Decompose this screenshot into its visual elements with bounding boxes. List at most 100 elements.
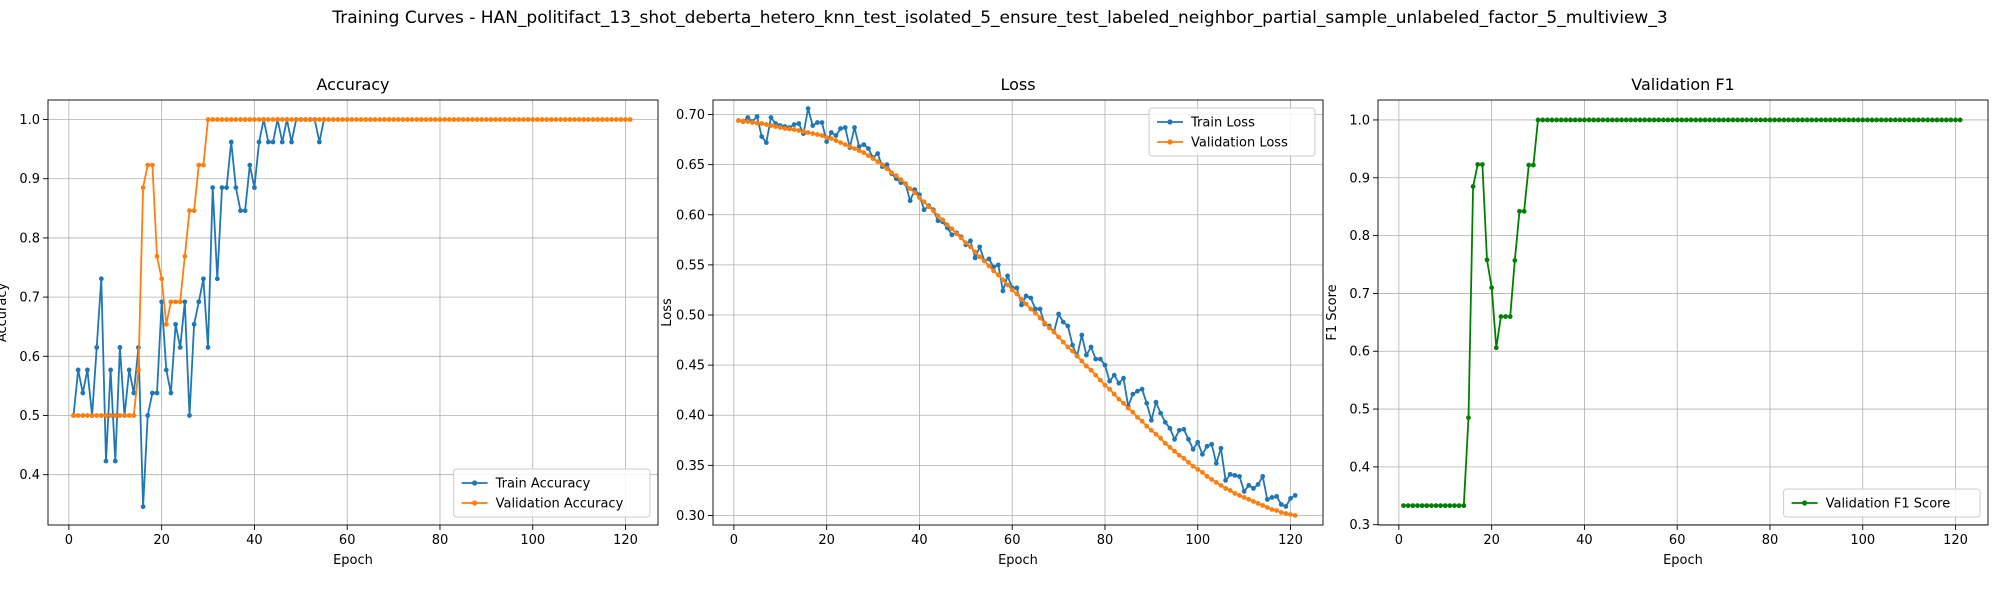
data-point — [428, 117, 434, 122]
data-point — [145, 413, 151, 418]
data-point — [1028, 295, 1034, 301]
data-point — [838, 126, 843, 131]
data-point — [1255, 501, 1261, 506]
data-point — [534, 117, 540, 122]
data-point — [516, 117, 522, 122]
x-tick-label: 80 — [1762, 533, 1779, 548]
data-point — [796, 121, 802, 126]
data-point — [1070, 342, 1075, 348]
data-point — [1535, 117, 1541, 123]
data-point — [173, 321, 178, 327]
data-point — [1135, 414, 1140, 420]
data-point — [1019, 296, 1024, 302]
data-point — [163, 321, 169, 327]
data-point — [196, 299, 202, 305]
data-point — [1595, 117, 1601, 123]
data-point — [247, 162, 253, 168]
data-point — [1642, 117, 1648, 123]
data-point — [562, 117, 568, 122]
data-point — [991, 264, 997, 270]
data-point — [754, 114, 760, 119]
data-point — [1762, 117, 1768, 123]
data-point — [391, 117, 396, 122]
data-point — [108, 413, 114, 418]
data-point — [805, 106, 811, 111]
data-point — [963, 240, 969, 246]
data-point — [437, 117, 443, 122]
data-point — [1679, 117, 1685, 123]
data-point — [1823, 117, 1829, 123]
data-point — [1503, 314, 1508, 319]
data-point — [377, 117, 383, 122]
data-point — [609, 117, 615, 122]
data-point — [745, 119, 751, 124]
data-point — [460, 117, 466, 122]
data-point — [1218, 483, 1224, 488]
data-point — [233, 185, 239, 191]
data-point — [1721, 117, 1726, 123]
data-point — [889, 170, 894, 176]
data-point — [1646, 117, 1652, 123]
data-point — [98, 413, 104, 418]
data-point — [1204, 443, 1210, 449]
y-tick-label: 0.5 — [19, 409, 40, 424]
x-axis-label: Epoch — [1663, 553, 1703, 568]
x-tick-label: 100 — [1185, 533, 1210, 548]
legend-label: Train Accuracy — [495, 477, 591, 492]
data-point — [242, 117, 248, 122]
data-point — [1195, 466, 1201, 472]
data-point — [1000, 277, 1006, 283]
data-point — [395, 117, 401, 122]
data-point — [1246, 483, 1252, 488]
data-point — [1633, 117, 1638, 123]
data-point — [1953, 117, 1958, 123]
data-point — [233, 117, 239, 122]
data-point — [1498, 314, 1504, 319]
data-point — [1079, 358, 1085, 364]
axes-frame — [47, 99, 659, 526]
data-point — [842, 125, 848, 130]
data-point — [842, 142, 848, 148]
data-point — [995, 262, 1001, 268]
data-point — [1660, 117, 1666, 123]
data-point — [1521, 208, 1527, 214]
data-point — [205, 345, 211, 350]
data-point — [1415, 503, 1420, 509]
data-point — [265, 139, 271, 145]
data-point — [85, 367, 90, 373]
data-point — [1088, 367, 1094, 373]
data-point — [1144, 400, 1150, 406]
data-point — [736, 118, 741, 123]
x-tick-label: 80 — [1097, 533, 1114, 548]
data-point — [1097, 377, 1103, 383]
data-point — [814, 132, 820, 137]
data-point — [1060, 319, 1066, 325]
data-point — [1767, 117, 1773, 123]
data-point — [1470, 184, 1476, 189]
data-point — [879, 162, 885, 168]
data-point — [1260, 503, 1266, 508]
x-tick-label: 40 — [1576, 533, 1593, 548]
data-point — [884, 166, 890, 172]
data-point — [1139, 386, 1145, 392]
data-point — [1795, 117, 1801, 123]
data-point — [1283, 504, 1289, 509]
data-point — [1209, 441, 1215, 447]
data-point — [1218, 445, 1224, 451]
data-point — [1111, 372, 1117, 378]
data-point — [1158, 435, 1164, 441]
y-axis-label: Loss — [660, 298, 675, 327]
data-point — [1730, 117, 1736, 123]
data-point — [819, 120, 825, 125]
data-point — [763, 122, 769, 127]
data-point — [451, 117, 457, 122]
legend-box — [453, 468, 651, 518]
y-tick-label: 0.7 — [1349, 287, 1370, 302]
data-point — [275, 117, 281, 122]
data-point — [1800, 117, 1805, 123]
data-point — [1739, 117, 1745, 123]
data-point — [907, 198, 913, 204]
data-point — [214, 117, 220, 122]
data-point — [89, 413, 95, 418]
